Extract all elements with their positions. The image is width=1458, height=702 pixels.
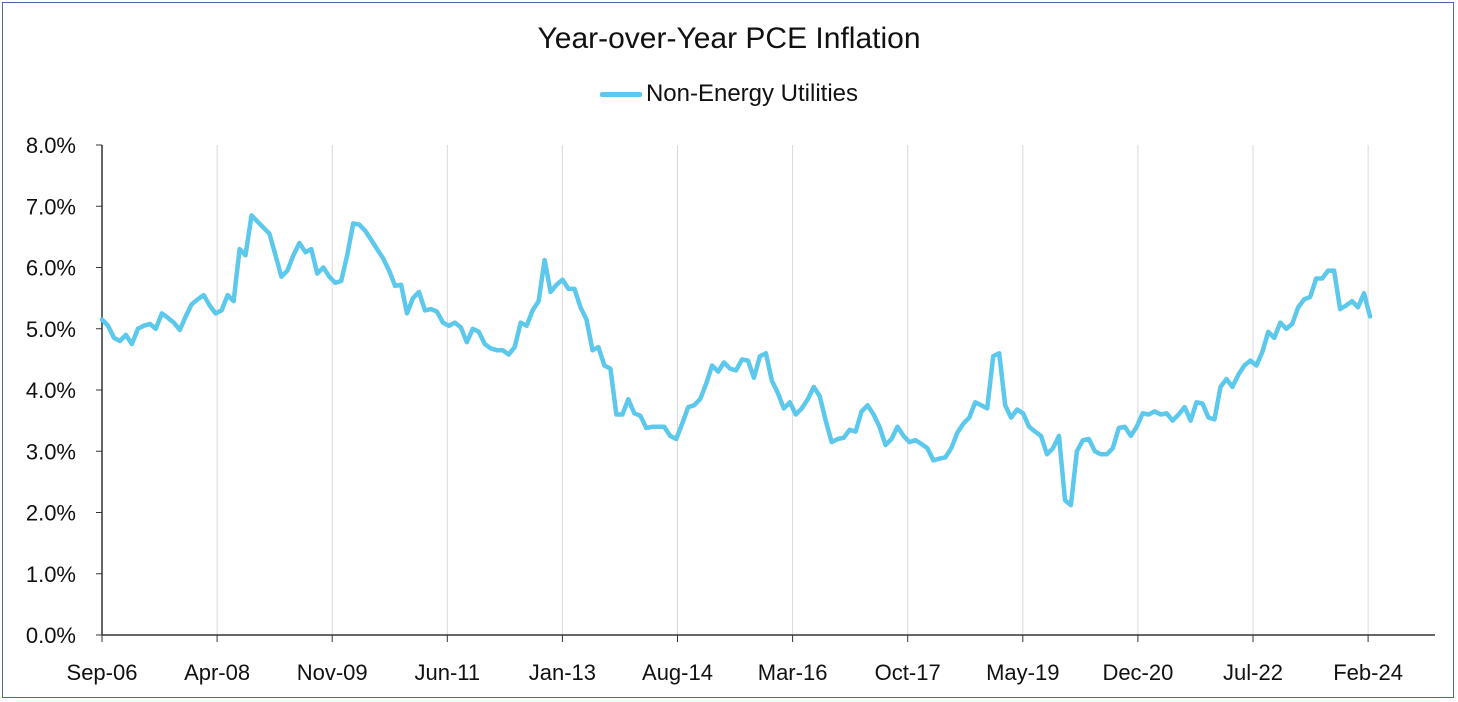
y-tick-label: 7.0% [26, 194, 76, 219]
y-tick-label: 8.0% [26, 133, 76, 158]
y-tick-label: 2.0% [26, 501, 76, 526]
x-tick-label: May-19 [986, 660, 1059, 685]
x-tick-label: Jun-11 [414, 660, 480, 685]
x-tick-label: Aug-14 [642, 660, 713, 685]
series-line [99, 213, 1373, 508]
x-tick-label: Apr-08 [184, 660, 250, 685]
x-tick-label: Jan-13 [529, 660, 596, 685]
y-tick-label: 6.0% [26, 256, 76, 281]
x-tick-label: Jul-22 [1223, 660, 1283, 685]
x-tick-label: Oct-17 [875, 660, 941, 685]
y-tick-label: 4.0% [26, 378, 76, 403]
legend-label: Non-Energy Utilities [645, 80, 859, 107]
legend: Non-Energy Utilities [0, 80, 1458, 108]
legend-swatch [599, 92, 642, 98]
y-tick-label: 1.0% [26, 562, 76, 587]
y-tick-label: 0.0% [26, 623, 76, 648]
x-tick-label: Dec-20 [1102, 660, 1173, 685]
x-tick-label: Sep-06 [67, 660, 138, 685]
y-tick-label: 5.0% [26, 317, 76, 342]
chart-title: Year-over-Year PCE Inflation [537, 22, 921, 55]
y-tick-label: 3.0% [26, 439, 76, 464]
x-tick-label: Feb-24 [1333, 660, 1403, 685]
x-tick-label: Mar-16 [758, 660, 828, 685]
x-tick-label: Nov-09 [297, 660, 368, 685]
